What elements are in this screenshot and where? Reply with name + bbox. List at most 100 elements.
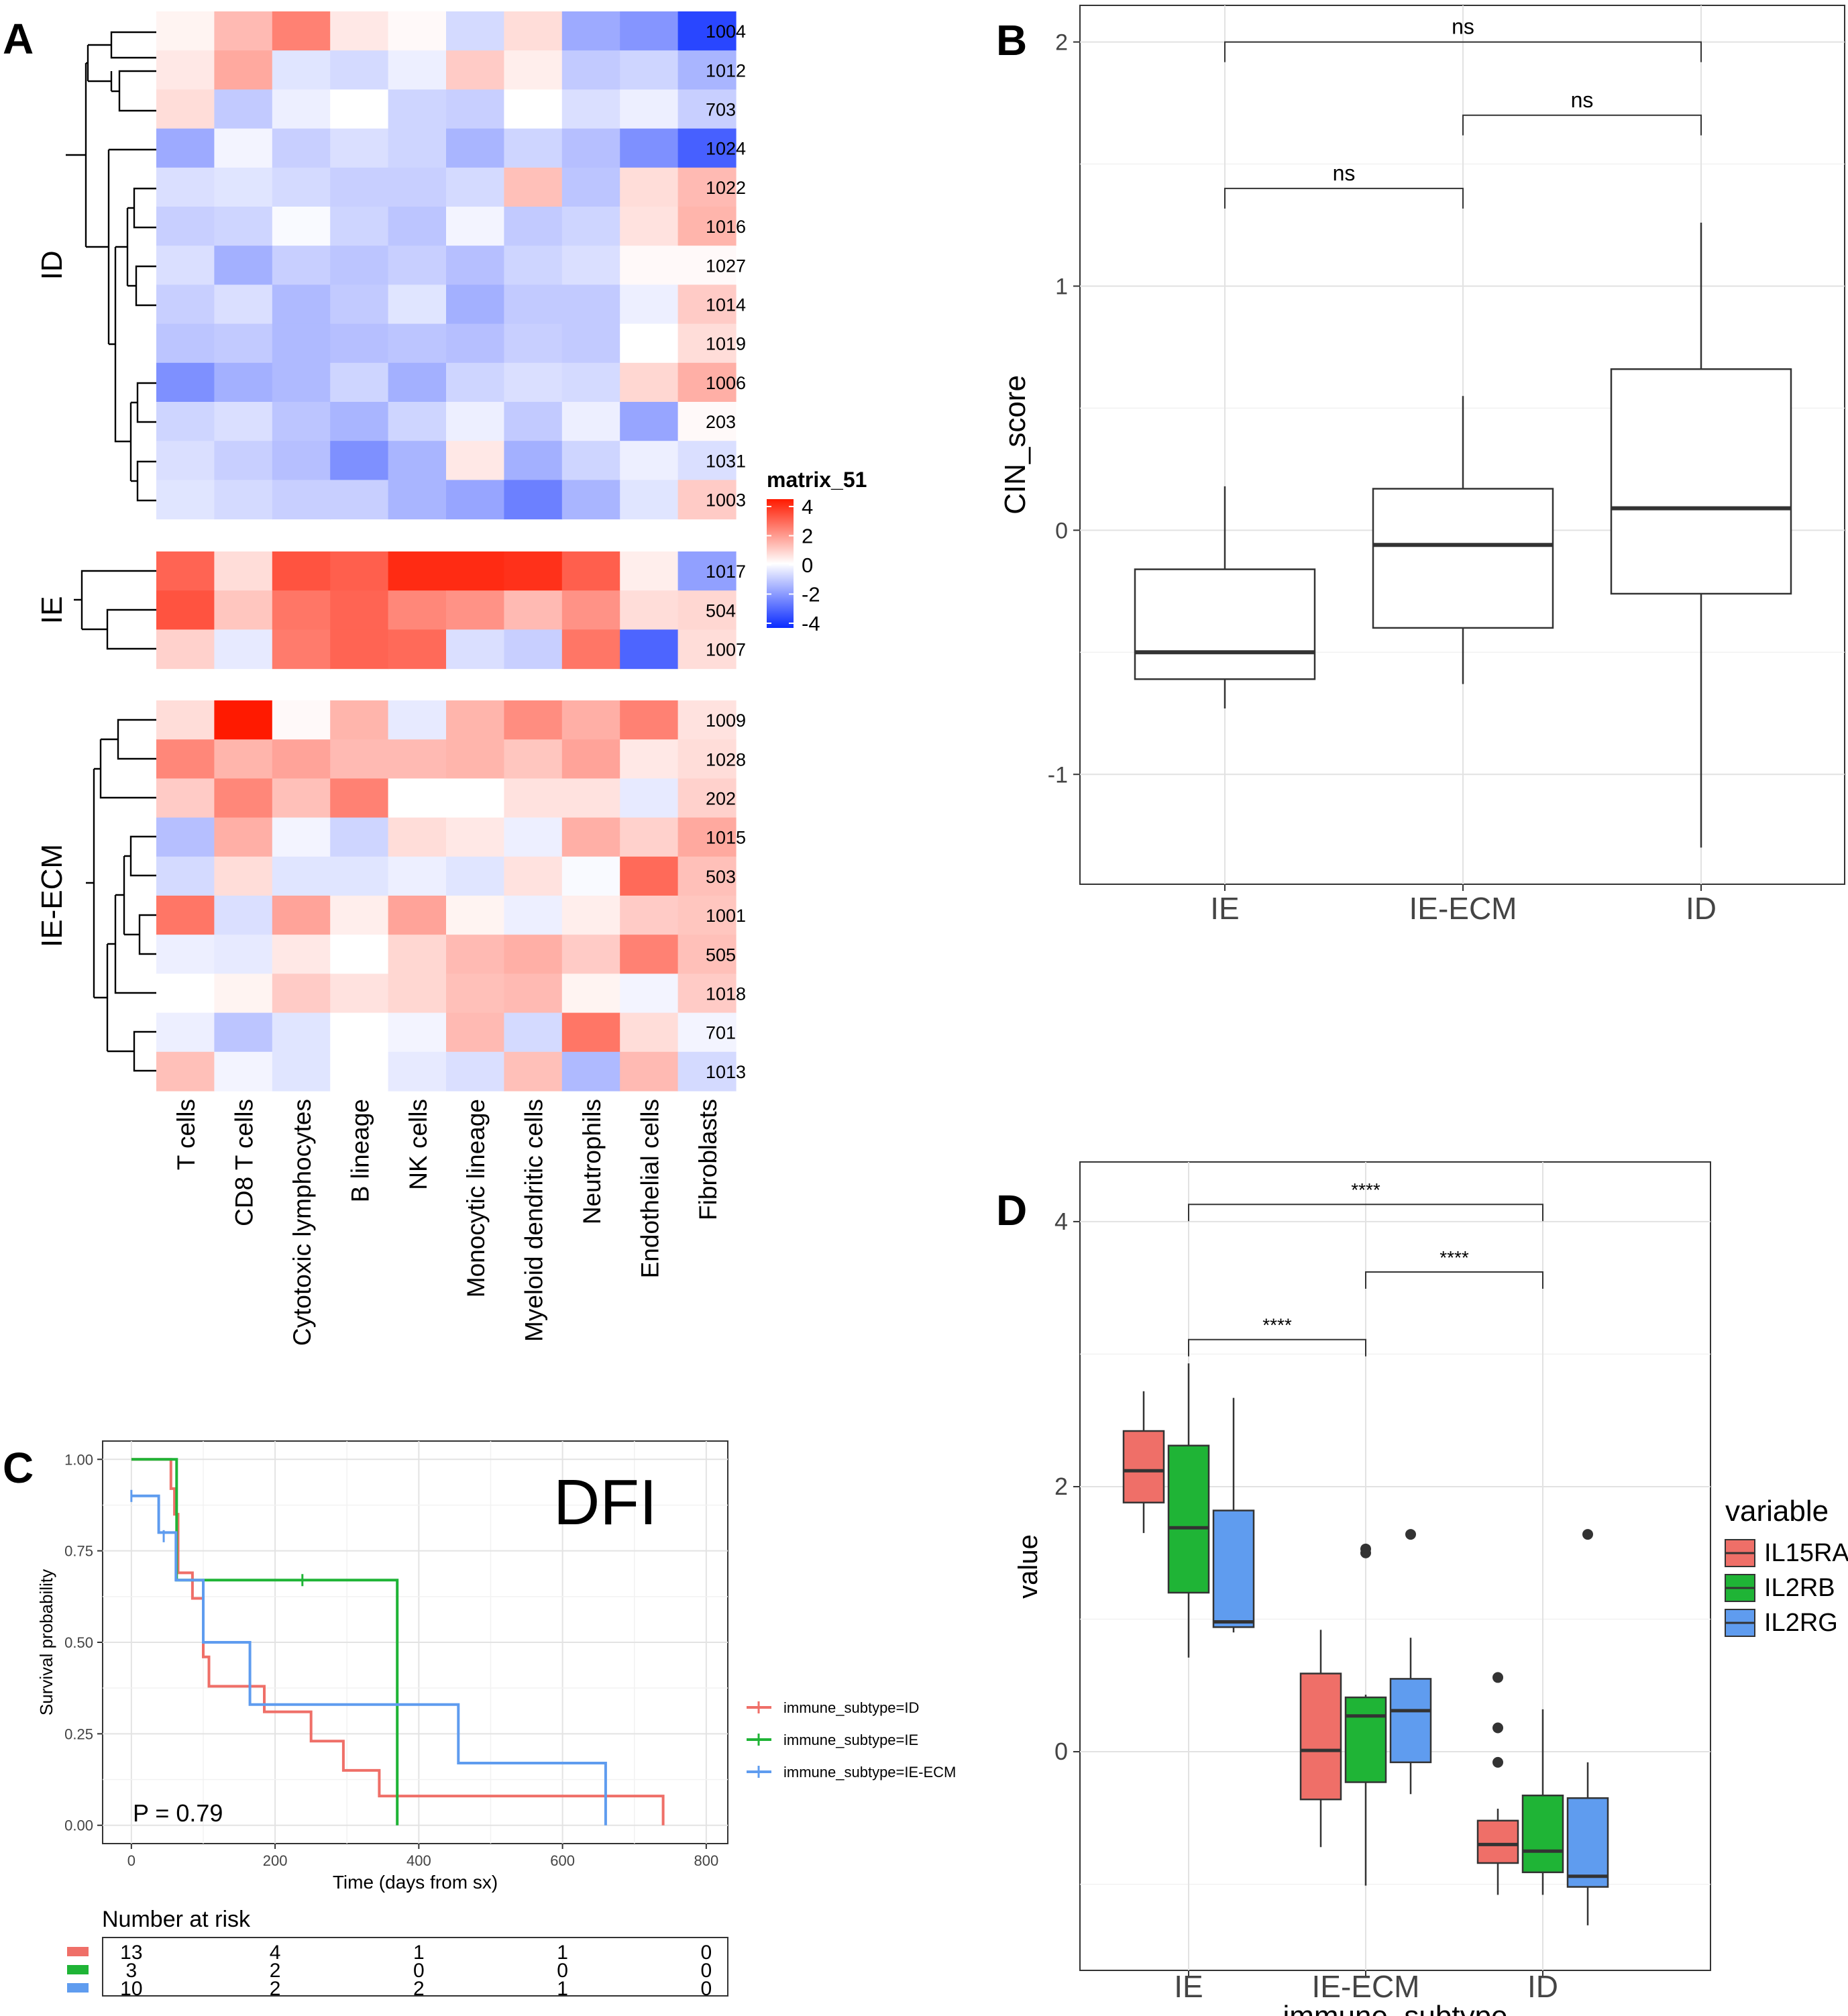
heatmap-row-label: 1022 xyxy=(706,178,746,198)
risk-table-title: Number at risk xyxy=(102,1907,251,1932)
heatmap-cell xyxy=(446,700,504,740)
heatmap-cell xyxy=(677,50,737,90)
heatmap-cell xyxy=(677,973,737,1014)
heatmap-cell xyxy=(272,935,331,974)
heatmap-cell xyxy=(504,817,563,857)
box-IL2RB xyxy=(1344,1696,1387,1783)
heatmap-cell xyxy=(388,362,447,403)
heatmap-cell xyxy=(156,11,215,51)
heatmap-cell xyxy=(620,973,679,1014)
risk-count: 1 xyxy=(413,1942,425,1964)
heatmap-cell xyxy=(504,323,563,364)
panel-label-a: A xyxy=(3,15,34,63)
heatmap-cell xyxy=(620,402,679,441)
heatmap-legend-title: matrix_51 xyxy=(767,468,867,492)
box-IL2RG xyxy=(1566,1797,1609,1888)
heatmap-cell xyxy=(330,935,389,974)
heatmap-cell xyxy=(504,11,563,51)
heatmap-row-label: 1014 xyxy=(706,295,746,315)
plot-c-ylabel: Survival probability xyxy=(36,1569,56,1715)
heatmap-cell xyxy=(620,896,679,935)
heatmap-cell xyxy=(446,896,504,935)
heatmap-cell xyxy=(272,973,331,1014)
heatmap-cell xyxy=(330,441,389,480)
heatmap-cell xyxy=(388,89,447,129)
heatmap-cell xyxy=(272,246,331,285)
heatmap-cell xyxy=(330,402,389,441)
heatmap-cell xyxy=(156,1012,215,1053)
heatmap-cell xyxy=(677,778,737,818)
heatmap-cell xyxy=(272,629,331,670)
box-ID xyxy=(1610,368,1792,595)
heatmap-cell xyxy=(330,167,389,207)
heatmap-column-labels: T cells CD8 T cells Cytotoxic lymphocytes B… xyxy=(172,1099,722,1346)
heatmap-cell xyxy=(504,207,563,246)
heatmap-cell xyxy=(504,50,563,90)
heatmap-cell xyxy=(561,50,620,90)
heatmap-cell xyxy=(214,629,273,670)
heatmap-cell xyxy=(620,739,679,779)
heatmap-column-label: Myeloid dendritic cells xyxy=(521,1099,548,1342)
heatmap-cell xyxy=(388,817,447,857)
heatmap-cells xyxy=(156,11,737,1092)
heatmap-cell xyxy=(214,700,273,740)
heatmap-cell xyxy=(272,207,331,246)
risk-count: 0 xyxy=(557,1960,568,1982)
significance-bracket xyxy=(1188,1204,1543,1222)
heatmap-group-label: IE-ECM xyxy=(36,844,68,947)
heatmap-cell xyxy=(504,362,563,403)
legend-tick-label: 2 xyxy=(802,525,813,548)
heatmap-cell xyxy=(561,11,620,51)
heatmap-group-label: IE xyxy=(36,596,68,625)
heatmap-cell xyxy=(214,50,273,90)
heatmap-cell xyxy=(156,441,215,480)
heatmap-cell xyxy=(156,480,215,520)
heatmap-cell xyxy=(677,323,737,364)
heatmap-cell xyxy=(620,323,679,364)
legend-label: IL15RA xyxy=(1764,1539,1848,1567)
heatmap-cell xyxy=(214,323,273,364)
heatmap-column-label: Fibroblasts xyxy=(694,1099,722,1220)
heatmap-column-label: Monocytic lineage xyxy=(462,1099,490,1297)
heatmap-cell xyxy=(388,441,447,480)
heatmap-cell xyxy=(272,441,331,480)
heatmap-cell xyxy=(388,1051,447,1092)
y-tick-label: 2 xyxy=(1055,30,1068,56)
heatmap-cell xyxy=(504,284,563,325)
heatmap-cell xyxy=(677,11,737,51)
heatmap-cell xyxy=(388,778,447,818)
heatmap-cell xyxy=(561,362,620,403)
legend-tick-label: -4 xyxy=(802,612,820,635)
heatmap-cell xyxy=(446,817,504,857)
heatmap-cell xyxy=(504,480,563,520)
heatmap-cell xyxy=(388,207,447,246)
plot-d-legend: variable IL15RA IL2RB IL2RG xyxy=(1725,1495,1848,1637)
heatmap-row-label: 1009 xyxy=(706,710,746,731)
heatmap-cell xyxy=(388,973,447,1014)
plot-d-significance: **** **** **** xyxy=(1188,1179,1543,1357)
heatmap-cell xyxy=(504,778,563,818)
heatmap-cell xyxy=(330,590,389,630)
heatmap-cell xyxy=(504,973,563,1014)
heatmap-cell xyxy=(214,480,273,520)
outlier-point xyxy=(1360,1543,1371,1554)
heatmap-cell xyxy=(677,629,737,670)
heatmap-cell xyxy=(677,817,737,857)
heatmap-cell xyxy=(504,1051,563,1092)
heatmap-cell xyxy=(446,167,504,207)
heatmap-legend-ticks: 4 2 0 -2 -4 xyxy=(767,495,820,635)
y-tick-label: 1.00 xyxy=(64,1451,93,1468)
y-tick-label: 0.25 xyxy=(64,1726,93,1742)
heatmap-cell xyxy=(561,629,620,670)
heatmap-cell xyxy=(677,441,737,480)
heatmap-cell xyxy=(214,739,273,779)
heatmap-cell xyxy=(156,896,215,935)
heatmap-cell xyxy=(330,817,389,857)
risk-count: 0 xyxy=(413,1960,425,1982)
risk-group-swatch xyxy=(67,1965,89,1974)
heatmap-cell xyxy=(330,480,389,520)
significance-bracket xyxy=(1462,114,1702,136)
row-dendrogram xyxy=(66,31,156,1072)
plot-c-xlabel: Time (days from sx) xyxy=(333,1872,498,1893)
heatmap-cell xyxy=(156,246,215,285)
